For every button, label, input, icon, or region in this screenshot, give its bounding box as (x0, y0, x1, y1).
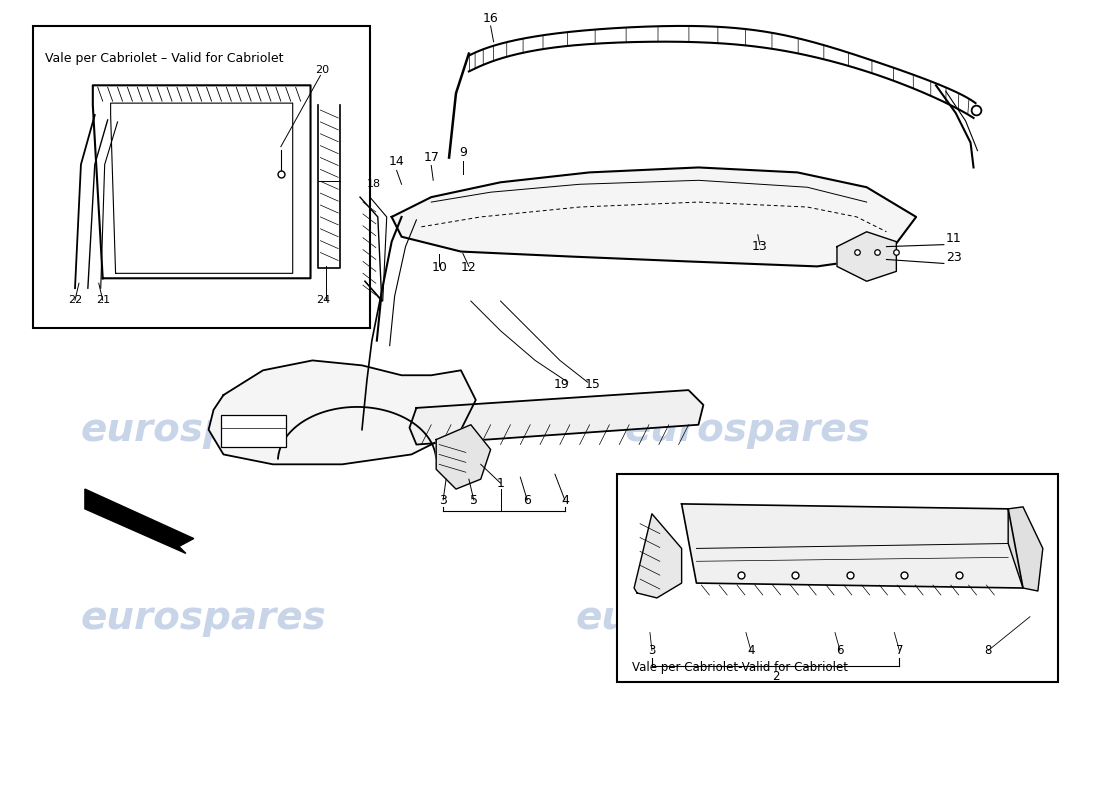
Text: 15: 15 (584, 378, 601, 391)
Polygon shape (1009, 507, 1043, 591)
Text: 22: 22 (68, 295, 82, 305)
Text: 4: 4 (747, 644, 755, 658)
Polygon shape (682, 504, 1023, 588)
Bar (33, 26, 370, 328)
Polygon shape (209, 361, 476, 464)
Text: 17: 17 (424, 150, 439, 163)
Text: 13: 13 (752, 239, 768, 253)
Text: 12: 12 (461, 262, 476, 274)
Text: 10: 10 (431, 262, 447, 274)
Text: Vale per Cabriolet – Valid for Cabriolet: Vale per Cabriolet – Valid for Cabriolet (45, 52, 284, 65)
Text: 18: 18 (366, 179, 381, 190)
Text: 6: 6 (524, 494, 531, 507)
Polygon shape (409, 390, 703, 445)
Bar (221, 415, 286, 446)
Text: 19: 19 (554, 378, 570, 391)
Text: 2: 2 (772, 670, 780, 683)
Polygon shape (85, 489, 194, 554)
Text: 4: 4 (561, 494, 569, 507)
Text: 16: 16 (483, 12, 498, 25)
Polygon shape (392, 167, 916, 266)
Text: eurospares: eurospares (625, 410, 871, 449)
Text: 7: 7 (895, 644, 903, 658)
Text: 11: 11 (946, 232, 961, 245)
Text: 3: 3 (648, 644, 656, 658)
Text: 5: 5 (470, 494, 477, 507)
Polygon shape (837, 232, 896, 282)
Polygon shape (634, 514, 682, 598)
Polygon shape (437, 425, 491, 489)
Bar (617, 474, 1058, 682)
Text: 1: 1 (496, 477, 505, 490)
Text: Vale per Cabriolet-Valid for Cabriolet: Vale per Cabriolet-Valid for Cabriolet (632, 661, 848, 674)
Text: 9: 9 (459, 146, 466, 158)
Text: 24: 24 (317, 295, 330, 305)
Text: 3: 3 (439, 494, 447, 507)
Text: 21: 21 (96, 295, 110, 305)
Text: eurospares: eurospares (80, 598, 327, 637)
Text: 14: 14 (388, 155, 405, 169)
Text: 23: 23 (946, 251, 961, 265)
Text: 20: 20 (316, 66, 330, 75)
Text: eurospares: eurospares (575, 598, 822, 637)
Text: eurospares: eurospares (80, 410, 327, 449)
Text: 8: 8 (984, 644, 992, 658)
Text: 6: 6 (836, 644, 844, 658)
